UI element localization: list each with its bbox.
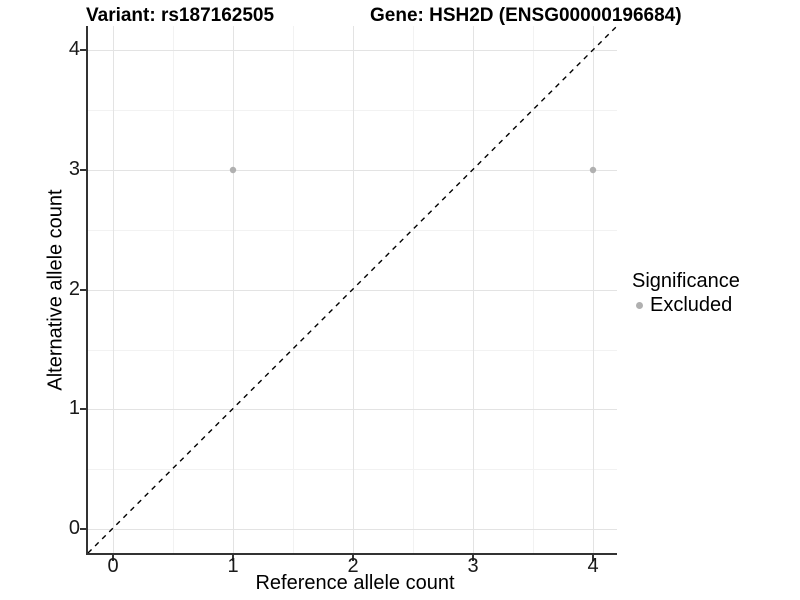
panel-drawing-layer bbox=[88, 26, 617, 553]
x-axis-title: Reference allele count bbox=[255, 572, 455, 594]
gridline-major-horizontal bbox=[88, 529, 617, 530]
gridline-major-vertical bbox=[233, 26, 234, 553]
y-tick-label: 4 bbox=[68, 38, 80, 60]
x-tick-label: 0 bbox=[107, 555, 119, 577]
x-tick-label: 3 bbox=[467, 555, 479, 577]
x-tick-label: 4 bbox=[587, 555, 599, 577]
x-tick-mark bbox=[352, 555, 354, 561]
gridline-major-vertical bbox=[113, 26, 114, 553]
plot-title-gene: Gene: HSH2D (ENSG00000196684) bbox=[370, 5, 682, 26]
gridline-minor-horizontal bbox=[88, 469, 617, 470]
y-tick-label: 0 bbox=[68, 517, 80, 539]
gridline-minor-vertical bbox=[533, 26, 534, 553]
identity-line bbox=[88, 26, 617, 553]
legend-title: Significance bbox=[632, 270, 740, 292]
gridline-minor-horizontal bbox=[88, 230, 617, 231]
gridline-major-horizontal bbox=[88, 409, 617, 410]
plot-title-variant: Variant: rs187162505 bbox=[86, 5, 275, 26]
data-point-x4-y3 bbox=[589, 166, 597, 174]
x-tick-mark bbox=[112, 555, 114, 561]
x-tick-label: 2 bbox=[347, 555, 359, 577]
gridline-minor-horizontal bbox=[88, 350, 617, 351]
y-axis-title: Alternative allele count bbox=[44, 189, 67, 391]
gridline-minor-vertical bbox=[413, 26, 414, 553]
legend-item-label: Excluded bbox=[650, 294, 733, 316]
gridline-minor-vertical bbox=[173, 26, 174, 553]
gridline-major-vertical bbox=[593, 26, 594, 553]
gridline-major-horizontal bbox=[88, 170, 617, 171]
x-tick-mark bbox=[592, 555, 594, 561]
legend: Significance Excluded bbox=[632, 271, 740, 315]
y-tick-mark bbox=[80, 408, 86, 410]
gridline-major-horizontal bbox=[88, 290, 617, 291]
legend-item-excluded: Excluded bbox=[632, 295, 740, 315]
gridline-major-vertical bbox=[473, 26, 474, 553]
data-point-x1-y3 bbox=[229, 166, 237, 174]
y-tick-label: 1 bbox=[68, 397, 80, 419]
y-tick-mark bbox=[80, 528, 86, 530]
x-tick-mark bbox=[472, 555, 474, 561]
y-tick-mark bbox=[80, 289, 86, 291]
y-tick-mark bbox=[80, 169, 86, 171]
gridline-major-vertical bbox=[353, 26, 354, 553]
y-tick-label: 3 bbox=[68, 158, 80, 180]
gridline-major-horizontal bbox=[88, 50, 617, 51]
x-tick-mark bbox=[232, 555, 234, 561]
x-tick-label: 1 bbox=[227, 555, 239, 577]
y-tick-mark bbox=[80, 49, 86, 51]
plot-panel bbox=[86, 26, 617, 555]
y-tick-label: 2 bbox=[68, 278, 80, 300]
gridline-minor-horizontal bbox=[88, 110, 617, 111]
gridline-minor-vertical bbox=[293, 26, 294, 553]
legend-point-marker-icon bbox=[636, 302, 643, 309]
